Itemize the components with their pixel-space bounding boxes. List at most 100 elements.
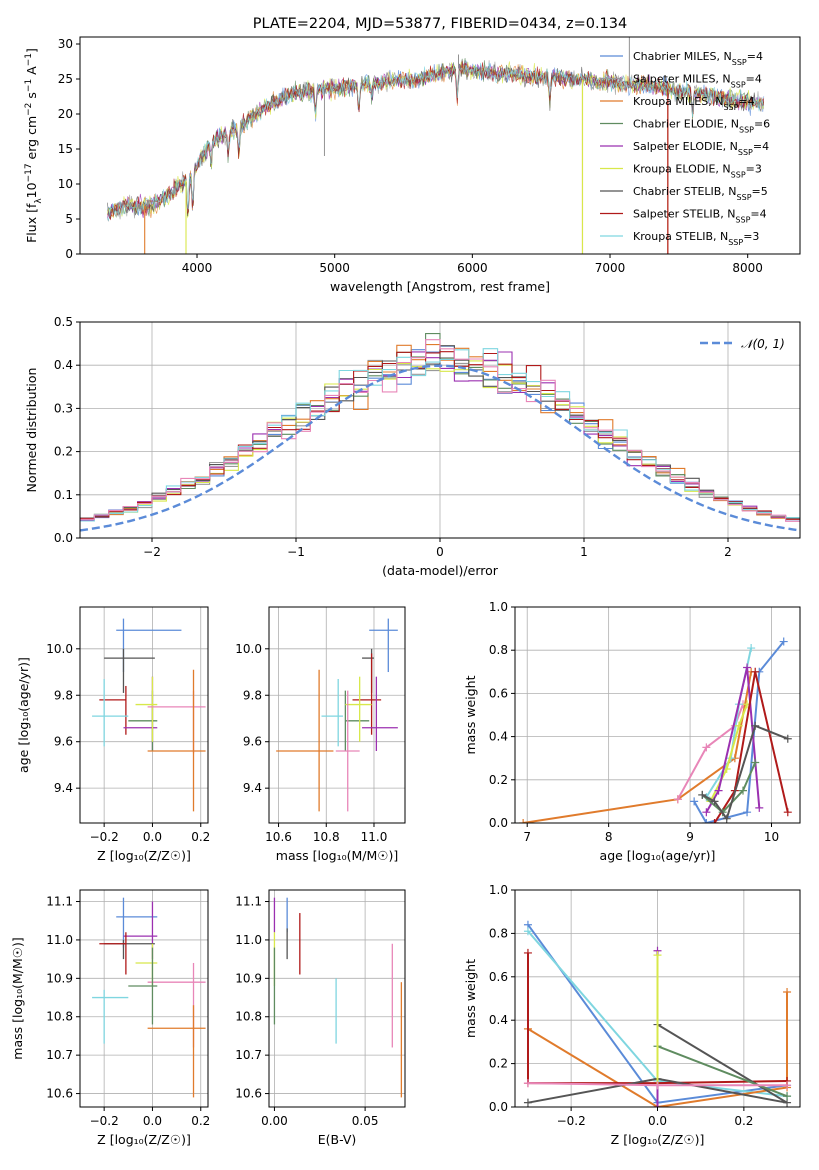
panel-age-vs-mass: 10.6 10.8 11.0 9.4 9.6 9.8 10.0 mass [log₁₀(M/M… (235, 606, 406, 863)
x-tick-label: −1 (287, 545, 305, 559)
series-line (677, 703, 744, 800)
axes-border (268, 889, 406, 1108)
y-axis-label: Normed distribution (24, 368, 39, 493)
x-axis-label: wavelength [Angstrom, rest frame] (330, 279, 550, 294)
histogram-step (80, 351, 800, 520)
series-marker (673, 795, 682, 804)
series-marker (653, 1081, 662, 1090)
mass-weight-series (690, 637, 788, 823)
legend-label: 𝒩(0, 1) (741, 337, 785, 351)
x-tick-label: 0.2 (191, 1114, 210, 1128)
y-tick-label: 10.7 (46, 1048, 73, 1062)
error-bar-point (147, 669, 206, 812)
series-marker (702, 743, 711, 752)
error-bar-point (362, 676, 398, 751)
y-tick-label: 0.3 (54, 401, 73, 415)
series-marker (710, 819, 719, 823)
axes-frame: −0.2 0.0 0.2 0.0 0.2 0.4 0.6 0.8 1.0 Z [log₁₀(Z/Z… (463, 883, 801, 1147)
series-marker (739, 786, 747, 795)
axes-border (79, 889, 209, 1108)
x-tick-label: 0.05 (352, 1114, 379, 1128)
x-tick-label: −0.2 (557, 1114, 586, 1128)
x-tick-label: 0.2 (734, 1114, 753, 1128)
y-tick-label: 0.0 (489, 1100, 508, 1114)
series-marker (653, 951, 662, 960)
x-axis-label: mass [log₁₀(M/M☉)] (276, 848, 398, 863)
x-axis-label: Z [log₁₀(Z/Z☉)] (611, 1132, 705, 1147)
plot-area (92, 618, 206, 812)
x-tick-label: 5000 (319, 261, 350, 275)
plot-area (80, 333, 800, 532)
mass-weight-series (698, 721, 792, 823)
y-tick-label: 0.8 (489, 926, 508, 940)
y-tick-label: 9.8 (54, 688, 73, 702)
y-tick-label: 0 (65, 247, 73, 261)
y-tick-label: 11.0 (235, 933, 262, 947)
axes-frame: −0.2 0.0 0.2 9.4 9.6 9.8 10.0 Z [log₁₀(Z/Z☉)] ag… (16, 606, 210, 863)
error-bar-point (369, 618, 398, 673)
x-tick-label: −2 (143, 545, 161, 559)
x-tick-label: 7000 (595, 261, 626, 275)
y-tick-label: 11.0 (46, 933, 73, 947)
x-tick-label: 0.0 (143, 830, 162, 844)
legend-label: Kroupa MILES, NSSP=4 (633, 95, 755, 112)
y-tick-label: 30 (58, 37, 73, 51)
series-marker (747, 644, 756, 653)
y-axis-label: mass [log₁₀(M/M☉)] (10, 937, 25, 1059)
y-tick-label: 0.0 (54, 531, 73, 545)
error-bar-point (147, 690, 206, 754)
series-marker (783, 987, 792, 996)
mass-weight-series (710, 667, 792, 823)
series-marker (702, 819, 711, 823)
x-tick-label: −0.2 (90, 1114, 119, 1128)
y-tick-label: 20 (58, 107, 73, 121)
series-line (527, 952, 788, 1085)
x-axis-label: (data-model)/error (382, 563, 499, 578)
y-tick-label: 9.4 (243, 781, 262, 795)
x-tick-label: 6000 (457, 261, 488, 275)
series-line (709, 703, 749, 802)
spectrum-line (107, 62, 764, 221)
y-tick-label: 10.0 (235, 642, 262, 656)
error-bar-point (344, 690, 370, 751)
series-marker (783, 734, 792, 743)
series-marker (751, 758, 760, 767)
y-tick-label: 10.7 (235, 1048, 262, 1062)
axes-border (79, 36, 801, 255)
y-tick-label: 0.8 (489, 643, 508, 657)
series-marker (523, 1079, 532, 1088)
series-marker (702, 808, 711, 817)
series-marker (710, 797, 719, 806)
spectrum-line (107, 61, 765, 219)
x-tick-label: −0.2 (90, 830, 119, 844)
y-tick-label: 0.0 (489, 816, 508, 830)
series-marker (523, 927, 532, 936)
legend-label: Salpeter ELODIE, NSSP=4 (633, 140, 769, 157)
plot-area (92, 897, 206, 1098)
error-bar-point (321, 679, 343, 747)
panel-mass-weight-vs-age: 7 8 9 10 0.0 0.2 0.4 0.6 0.8 1.0 age [log₁₀(age/yr… (463, 600, 801, 863)
axes-frame: −0.2 0.0 0.2 10.6 10.7 10.8 10.9 11.0 11.1 Z [log… (10, 889, 210, 1147)
y-tick-label: 9.4 (54, 781, 73, 795)
y-tick-label: 10.9 (46, 971, 73, 985)
y-tick-label: 10.9 (235, 971, 262, 985)
histogram-step (80, 348, 800, 522)
x-tick-label: 0.2 (191, 830, 210, 844)
legend-label: Chabrier MILES, NSSP=4 (633, 50, 763, 67)
error-bar-point (104, 648, 155, 693)
error-bar-point (135, 943, 158, 987)
legend-label: Chabrier ELODIE, NSSP=6 (633, 118, 770, 135)
error-bar-point (335, 690, 360, 812)
error-bar-point (99, 932, 127, 975)
series-marker (722, 814, 731, 823)
x-axis-label: Z [log₁₀(Z/Z☉)] (97, 848, 191, 863)
x-tick-label: 10 (764, 830, 779, 844)
axes-frame: 4000 5000 6000 7000 8000 0 5 10 15 20 25 30 waveleng… (24, 36, 801, 294)
legend: 𝒩(0, 1) (700, 337, 785, 351)
legend-label: Kroupa STELIB, NSSP=3 (633, 230, 759, 247)
error-bar-point (147, 962, 206, 1048)
y-axis-label: mass weight (463, 959, 478, 1038)
axes-frame: −2 −1 0 1 2 0.0 0.1 0.2 0.3 0.4 0.5 (data-model)/er… (24, 315, 801, 578)
plot-area (273, 897, 403, 1098)
panel-mass-vs-EBV: 0.00 0.05 10.6 10.7 10.8 10.9 11.0 11.1 E(B-V) (235, 889, 406, 1147)
